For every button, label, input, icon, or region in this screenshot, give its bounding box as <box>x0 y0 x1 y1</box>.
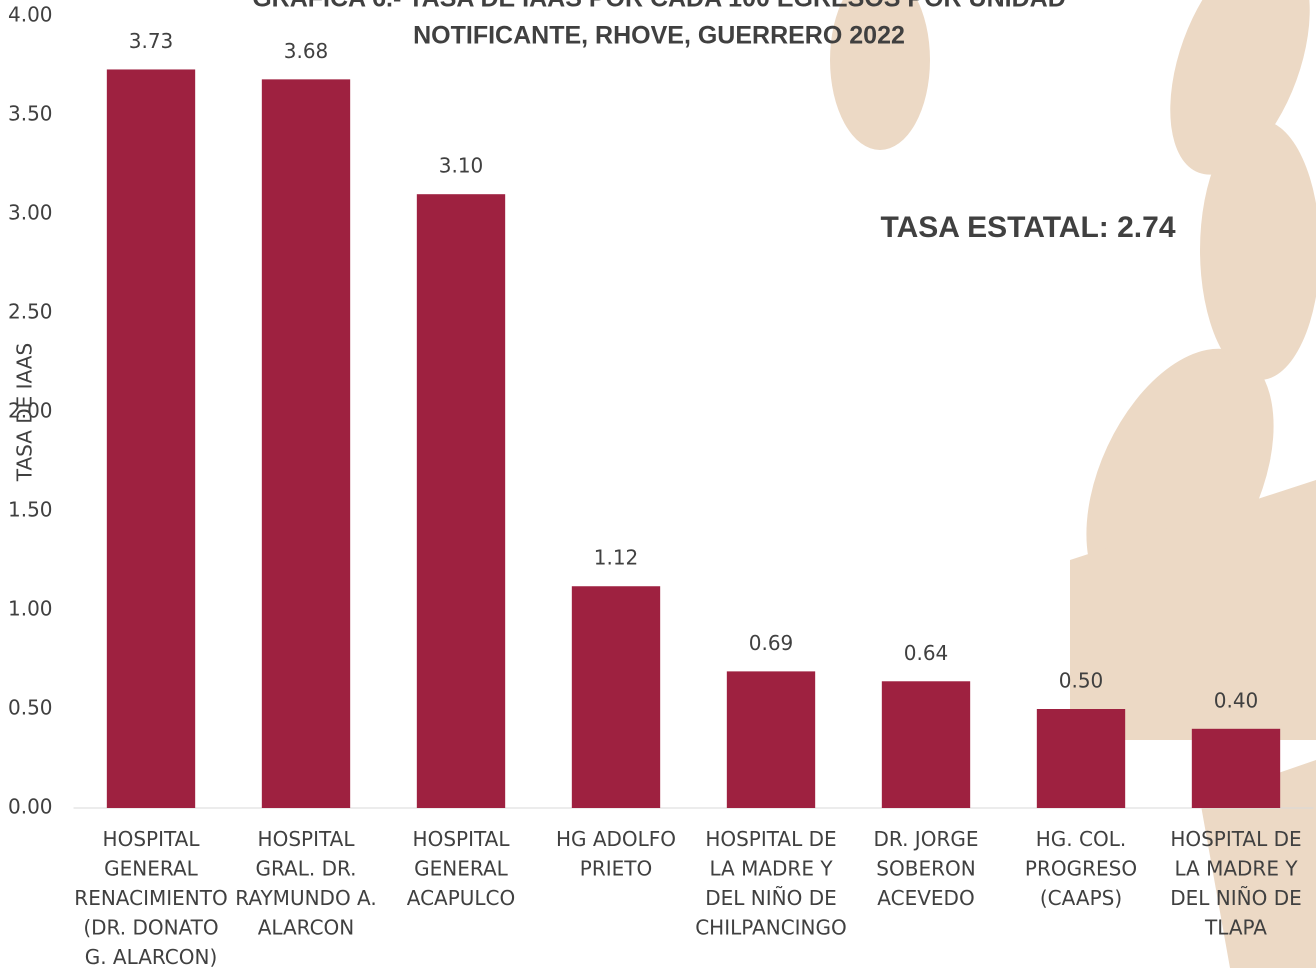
bar <box>1036 709 1126 808</box>
y-tick-label: 3.50 <box>8 102 53 126</box>
data-label: 3.68 <box>284 39 329 63</box>
x-tick-label: DR. JORGE SOBERON ACEVEDO <box>874 827 979 910</box>
y-tick-label: 2.50 <box>8 300 53 324</box>
data-label: 0.50 <box>1059 669 1104 693</box>
y-axis-label: TASA DE IAAS <box>13 343 37 482</box>
data-label: 0.64 <box>904 641 949 665</box>
x-tick-label: HOSPITAL GENERAL RENACIMIENTO (DR. DONATO G.… <box>74 827 227 968</box>
bar <box>881 681 971 808</box>
background-decoration <box>830 0 1316 968</box>
y-tick-label: 1.50 <box>8 498 53 522</box>
x-tick-label: HOSPITAL GRAL. DR. RAYMUNDO A. ALARCON <box>235 827 376 940</box>
x-tick-label: HOSPITAL GENERAL ACAPULCO <box>407 827 516 910</box>
bar <box>416 194 506 808</box>
bar <box>261 79 351 809</box>
bar <box>106 69 196 808</box>
chart-title: NOTIFICANTE, RHOVE, GUERRERO 2022 <box>413 22 905 50</box>
bar <box>571 586 661 808</box>
chart-title: GRÁFICA 6.- TASA DE IAAS POR CADA 100 EG… <box>252 0 1066 13</box>
data-label: 1.12 <box>594 546 639 570</box>
data-label: 3.73 <box>129 29 174 53</box>
bar <box>726 671 816 808</box>
y-tick-label: 3.00 <box>8 201 53 225</box>
data-label: 0.69 <box>749 631 794 655</box>
data-label: 3.10 <box>439 154 484 178</box>
y-tick-label: 0.00 <box>8 795 53 819</box>
y-tick-label: 2.00 <box>8 399 53 423</box>
x-tick-label: HOSPITAL DE LA MADRE Y DEL NIÑO DE TLAPA <box>1170 827 1302 940</box>
x-tick-label: HG. COL. PROGRESO (CAAPS) <box>1025 827 1137 910</box>
x-tick-label: HOSPITAL DE LA MADRE Y DEL NIÑO DE CHILPANC… <box>695 827 847 940</box>
y-tick-label: 1.00 <box>8 597 53 621</box>
annotation: TASA ESTATAL: 2.74 <box>880 211 1175 244</box>
bar <box>1191 728 1281 808</box>
y-tick-label: 0.50 <box>8 696 53 720</box>
y-tick-label: 4.00 <box>8 3 53 27</box>
data-label: 0.40 <box>1214 688 1259 712</box>
x-tick-label: HG ADOLFO PRIETO <box>556 827 676 881</box>
